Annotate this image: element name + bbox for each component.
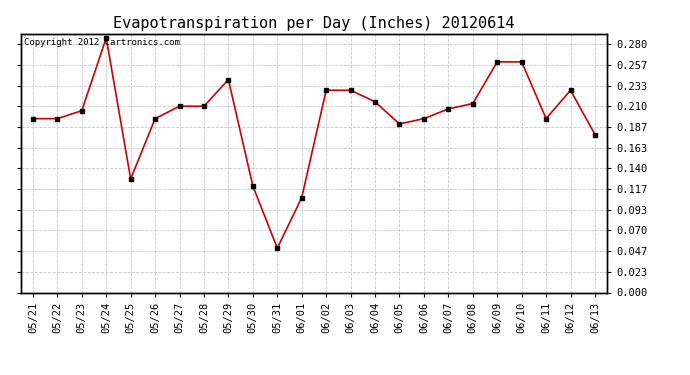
Text: Copyright 2012 Cartronics.com: Copyright 2012 Cartronics.com	[23, 38, 179, 46]
Title: Evapotranspiration per Day (Inches) 20120614: Evapotranspiration per Day (Inches) 2012…	[113, 16, 515, 31]
